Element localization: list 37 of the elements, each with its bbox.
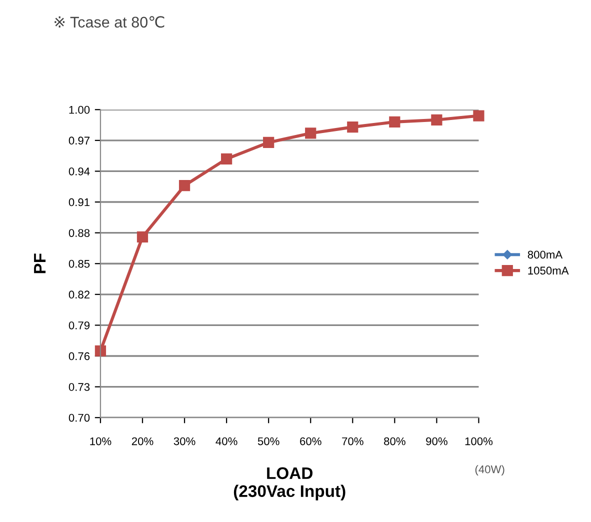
x-tick-label: 80% <box>384 437 406 446</box>
point <box>347 122 358 133</box>
x-tick-label: 50% <box>258 437 280 446</box>
point <box>136 231 148 242</box>
point <box>431 114 442 126</box>
point <box>178 180 190 192</box>
y-tick-label: 0.94 <box>68 167 90 176</box>
point <box>389 116 400 128</box>
y-tick-label: 0.88 <box>68 229 90 237</box>
y-axis-title: PF <box>34 254 46 274</box>
x-tick-label: 20% <box>132 437 154 446</box>
x-tick-label: 90% <box>426 437 448 446</box>
chart-title: ※ Tcase at 80℃ <box>54 16 164 28</box>
point <box>220 153 232 164</box>
y-tick-label: 0.82 <box>68 290 90 299</box>
x-tick-label: 60% <box>300 437 322 446</box>
x-tick-label: 100% <box>465 437 493 446</box>
text: (40W) <box>475 465 504 476</box>
point <box>305 128 316 139</box>
y-tick-label: 0.85 <box>68 260 90 268</box>
y-tick-label: 0.91 <box>68 198 90 206</box>
y-tick-label: 0.73 <box>68 383 90 391</box>
x-tick-label: 10% <box>90 437 112 446</box>
y-tick-label: 0.70 <box>68 414 90 422</box>
point <box>94 345 106 356</box>
point <box>473 110 484 122</box>
y-tick-label: 1.00 <box>69 106 90 114</box>
point <box>263 136 274 148</box>
x-axis-title: LOAD (230Vac Input) <box>234 467 346 500</box>
y-tick-label: 0.76 <box>68 352 90 360</box>
x-tick-label: 70% <box>342 437 364 446</box>
x-tick-label: 40% <box>216 437 238 446</box>
legend-label: 800mA <box>528 250 563 259</box>
legend-label: 1050mA <box>528 266 569 275</box>
y-tick-label: 0.97 <box>68 136 90 145</box>
x-tick-label: 30% <box>174 437 196 446</box>
y-tick-label: 0.79 <box>68 321 90 330</box>
